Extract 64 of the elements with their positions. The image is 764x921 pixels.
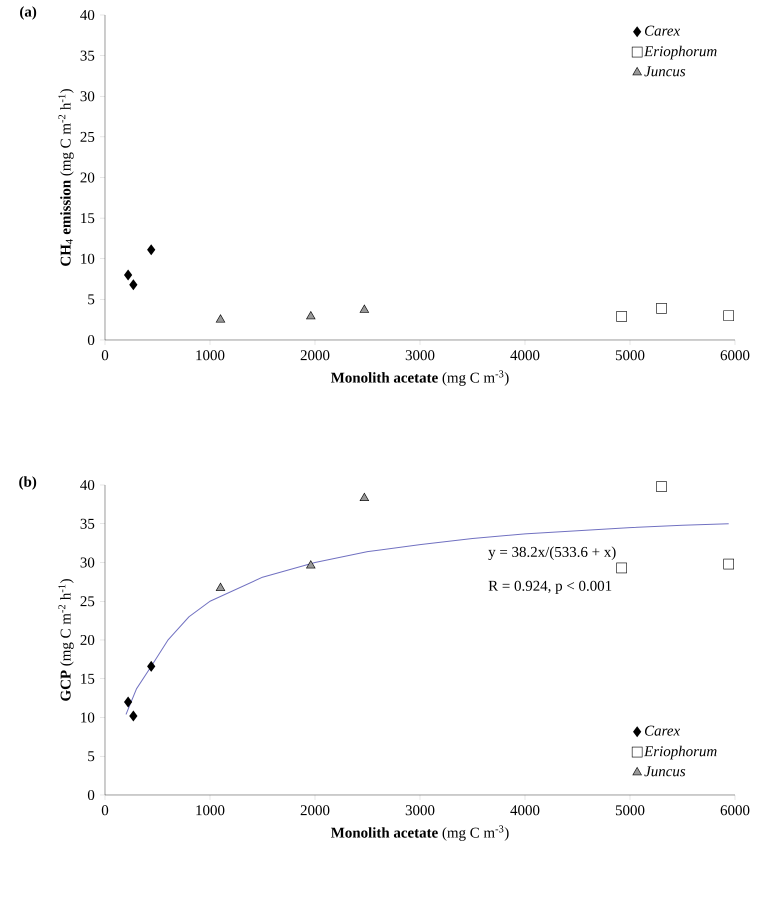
point xyxy=(616,311,627,322)
y-tick-label: 30 xyxy=(80,91,94,102)
point xyxy=(216,314,226,322)
x-tick-label: 1000 xyxy=(196,350,224,360)
y-tick-label: 10 xyxy=(81,254,94,264)
y-tick-label: 20 xyxy=(80,172,94,183)
point xyxy=(723,310,734,321)
x-tick-label: 6000 xyxy=(720,350,750,360)
legend-label: Carex xyxy=(644,26,680,36)
chart-title: (b) xyxy=(19,476,36,490)
y-tick-label: 0 xyxy=(88,334,94,346)
point xyxy=(616,562,627,574)
point xyxy=(216,582,226,591)
chart-title: (a) xyxy=(20,6,36,20)
point xyxy=(147,661,156,672)
x-tick-label: 2000 xyxy=(300,350,330,360)
x-tick-label: 5000 xyxy=(616,805,644,816)
y-axis-title: GCP (mg C m$^{-2}$ h$^{-1}$) xyxy=(58,579,74,701)
x-tick-label: 3000 xyxy=(406,350,434,360)
x-axis-title: Monolith acetate (mg C m$^{-3}$) xyxy=(330,825,509,841)
point xyxy=(124,270,132,280)
point xyxy=(147,244,156,256)
y-tick-label: 10 xyxy=(81,712,94,723)
point xyxy=(129,279,138,290)
y-tick-label: 20 xyxy=(80,634,94,646)
point xyxy=(360,492,369,501)
x-tick-label: 5000 xyxy=(616,350,644,360)
legend-label: Eriophorum xyxy=(644,46,717,60)
annotation: y = 38.2x/(533.6 + x) xyxy=(488,546,616,560)
x-tick-label: 6000 xyxy=(720,805,750,816)
y-tick-label: 5 xyxy=(88,294,94,304)
x-tick-label: 3000 xyxy=(406,805,434,816)
y-tick-label: 40 xyxy=(80,10,94,20)
point xyxy=(656,481,667,492)
legend-label: Carex xyxy=(644,726,680,736)
x-axis-title: Monolith acetate (mg C m$^{-3}$) xyxy=(330,370,509,386)
point xyxy=(129,710,138,722)
x-tick-label: 0 xyxy=(102,805,108,816)
y-tick-label: 30 xyxy=(80,557,94,568)
y-axis-title: CH$_{4}$ emission (mg C m$^{-2}$ h$^{-1}$) xyxy=(58,89,74,266)
legend-label: Eriophorum xyxy=(644,746,717,760)
x-tick-label: 1000 xyxy=(196,805,224,816)
y-tick-label: 15 xyxy=(81,213,94,224)
y-tick-label: 15 xyxy=(81,674,94,684)
legend-label: Juncus xyxy=(644,766,686,776)
y-tick-label: 35 xyxy=(80,518,94,529)
x-tick-label: 2000 xyxy=(300,805,330,816)
x-tick-label: 0 xyxy=(102,350,108,360)
y-tick-label: 25 xyxy=(80,132,94,142)
point xyxy=(656,303,667,314)
x-tick-label: 4000 xyxy=(510,350,540,360)
x-tick-label: 4000 xyxy=(510,805,540,816)
y-tick-label: 5 xyxy=(88,751,94,762)
legend-label: Juncus xyxy=(644,66,686,76)
point xyxy=(306,560,316,568)
y-tick-label: 0 xyxy=(88,790,94,800)
annotation: R = 0.924, p < 0.001 xyxy=(488,580,612,594)
point xyxy=(306,311,316,320)
point xyxy=(360,304,369,313)
y-tick-label: 40 xyxy=(80,480,94,490)
y-tick-label: 35 xyxy=(80,50,94,61)
point xyxy=(124,696,132,708)
point xyxy=(723,558,734,570)
y-tick-label: 25 xyxy=(80,596,94,606)
